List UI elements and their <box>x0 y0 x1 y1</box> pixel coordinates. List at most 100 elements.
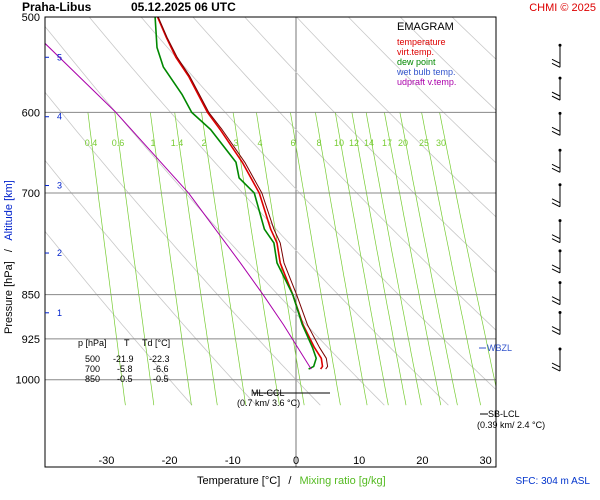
wind-barb-flag <box>551 264 561 270</box>
wind-barb-flag <box>551 58 561 64</box>
mixing-ratio-line <box>290 112 341 406</box>
mixing-ratio-line <box>201 112 247 406</box>
legend-title: EMAGRAM <box>397 21 454 33</box>
wind-barb-flag <box>551 198 561 204</box>
sb-lcl-value: (0.39 km/ 2.4 °C) <box>477 420 545 430</box>
x-axis-mixing-label: Mixing ratio [g/kg] <box>299 475 385 487</box>
mixing-ratio-label: 4 <box>257 138 262 148</box>
y-axis-separator: / <box>3 248 15 252</box>
mixing-ratio-line <box>334 112 389 406</box>
wind-barb-flag <box>551 163 561 169</box>
dry-adiabat <box>504 17 600 405</box>
dry-adiabat <box>45 91 321 406</box>
mixing-ratio-label: 10 <box>334 138 344 148</box>
wind-barb-station <box>558 76 562 80</box>
legend-item-udpraft: udpraft v.temp. <box>397 77 456 87</box>
table-header-t: T <box>124 338 130 348</box>
datetime-title: 05.12.2025 06 UTC <box>131 0 236 14</box>
wind-barb-flag <box>551 202 561 208</box>
pressure-tick-labels: 500 600 700 850 925 1000 <box>16 12 40 387</box>
table-header-td: Td [°C] <box>142 338 170 348</box>
wind-barb-flag <box>551 62 561 68</box>
legend: EMAGRAM temperature virt.temp. dew point… <box>396 21 456 87</box>
mixing-ratio-line <box>399 112 458 406</box>
mixing-ratio-label: 1.4 <box>171 138 184 148</box>
background-lines <box>45 17 600 467</box>
wind-barb-flag <box>551 268 561 274</box>
mixing-ratio-line <box>87 112 126 406</box>
temperature-tick-label: -30 <box>98 455 114 467</box>
altitude-tick-label: 3 <box>57 181 62 191</box>
wind-barbs <box>551 43 562 372</box>
wind-barb-flag <box>551 238 561 244</box>
temperature-tick-label: 20 <box>416 455 428 467</box>
y-axis-pressure-label: Pressure [hPa] <box>3 261 15 334</box>
wind-barb-station <box>558 347 562 351</box>
mixing-ratio-label: 2 <box>201 138 206 148</box>
annotations: WBZL ML-CCL (0.7 km/ 3.6 °C) SB-LCL (0.3… <box>237 343 545 430</box>
dry-adiabat <box>45 159 257 406</box>
series-line-temperature <box>156 17 324 370</box>
wind-barb-flag <box>551 366 561 372</box>
altitude-tick-label: 5 <box>57 52 62 62</box>
dry-adiabat <box>348 17 496 164</box>
table-cell: -22.3 <box>149 354 170 364</box>
wind-barb-flag <box>551 326 561 332</box>
dry-adiabat <box>451 17 496 60</box>
dry-adiabat <box>556 17 600 405</box>
mixing-ratio-line <box>232 112 280 406</box>
mixing-ratio-label: 14 <box>364 138 374 148</box>
pressure-tick-label: 850 <box>22 290 40 302</box>
sfc-label: SFC: 304 m ASL <box>516 476 591 487</box>
wind-barb-station <box>558 183 562 187</box>
pressure-tick-label: 600 <box>22 107 40 119</box>
dry-adiabat <box>399 17 496 111</box>
wind-barb-station <box>558 311 562 315</box>
pressure-tick-label: 1000 <box>16 375 40 387</box>
wind-barb-station <box>558 43 562 47</box>
temperature-tick-label: 0 <box>293 455 299 467</box>
x-axis-separator: / <box>288 475 292 487</box>
table-header-p: p [hPa] <box>78 338 107 348</box>
mixing-ratio-line <box>315 112 368 406</box>
sb-lcl-label: SB-LCL <box>488 409 520 419</box>
altitude-tick-label: 2 <box>57 248 62 258</box>
table-cell: -0.5 <box>153 374 169 384</box>
ml-ccl-value: (0.7 km/ 3.6 °C) <box>237 398 300 408</box>
pressure-tick-label: 925 <box>22 334 40 346</box>
wind-barb-flag <box>551 300 561 306</box>
mixing-ratio-line <box>439 112 496 389</box>
plot-frame <box>44 16 497 468</box>
dry-adiabat <box>140 17 496 391</box>
mixing-ratio-label: 8 <box>316 138 321 148</box>
wind-barb-flag <box>551 296 561 302</box>
mixing-ratio-line <box>114 112 155 406</box>
dry-adiabat <box>244 17 496 274</box>
x-axis-label: Temperature [°C] / Mixing ratio [g/kg] <box>197 475 386 487</box>
wind-barb-flag <box>551 167 561 173</box>
wind-barb-station <box>558 111 562 115</box>
mixing-ratio-line <box>421 112 481 406</box>
values-table: p [hPa] T Td [°C] 500 -21.9 -22.3 700 -5… <box>78 338 170 384</box>
temperature-tick-label: -10 <box>225 455 241 467</box>
wind-barb-station <box>558 219 562 223</box>
mixing-ratio-label: 20 <box>398 138 408 148</box>
table-cell: -0.5 <box>117 374 133 384</box>
mixing-ratio-label: 3 <box>233 138 238 148</box>
mixing-ratio-line <box>149 112 192 406</box>
series-line-dew-point <box>154 17 318 370</box>
legend-item-dew-point: dew point <box>397 57 436 67</box>
x-axis-temp-label: Temperature [°C] <box>197 475 280 487</box>
dry-adiabat <box>192 17 496 331</box>
temperature-tick-label: -20 <box>162 455 178 467</box>
profile-series <box>45 17 329 370</box>
mixing-ratio-label: 25 <box>419 138 429 148</box>
y-axis-label: Pressure [hPa] / Altitude [km] <box>3 180 15 334</box>
legend-item-virt-temp: virt.temp. <box>397 47 434 57</box>
mixing-ratio-label: 0.6 <box>112 138 125 148</box>
mixing-ratio-label: 12 <box>349 138 359 148</box>
table-cell: -5.8 <box>117 364 133 374</box>
wind-barb-station <box>558 249 562 253</box>
dry-adiabat <box>45 230 193 406</box>
table-cell: 700 <box>85 364 100 374</box>
